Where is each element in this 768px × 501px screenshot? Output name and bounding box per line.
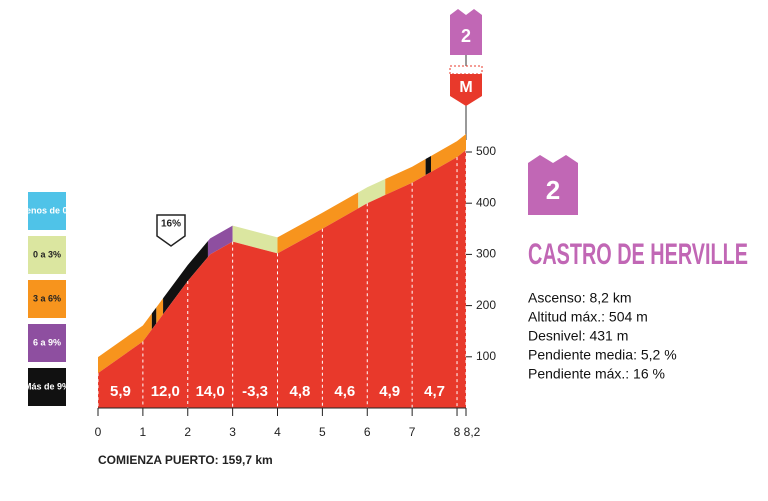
sidebar-badge-text: 2 [546, 175, 560, 205]
legend-swatch [28, 236, 66, 274]
climb-detail: Pendiente media: 5,2 % [528, 347, 677, 363]
gradient-label: 12,0 [151, 383, 180, 400]
difficulty-band [277, 192, 359, 254]
profile-area [98, 149, 466, 408]
difficulty-band [163, 241, 208, 315]
y-tick-label: 500 [476, 144, 496, 158]
difficulty-band [425, 155, 431, 176]
y-tick-label: 400 [476, 195, 496, 209]
checkered [449, 65, 483, 75]
x-tick-label: 4 [274, 425, 281, 439]
x-tick-label: 1 [140, 425, 147, 439]
x-tick-label: 5 [319, 425, 326, 439]
gradient-label: 4,6 [334, 383, 355, 400]
x-tick-label: 2 [184, 425, 191, 439]
sidebar-badge [528, 155, 578, 215]
finish-badge-text: M [459, 79, 472, 96]
legend-label: Menos de 0% [18, 205, 75, 215]
category-badge-text: 2 [461, 26, 471, 46]
y-tick-label: 200 [476, 298, 496, 312]
x-tick-label: 6 [364, 425, 371, 439]
climb-detail: Desnivel: 431 m [528, 328, 628, 344]
gradient-label: 5,9 [110, 383, 131, 400]
x-tick-label: 7 [409, 425, 416, 439]
gradient-label: 4,9 [379, 383, 400, 400]
difficulty-band [358, 179, 386, 209]
gradient-label: 14,0 [196, 383, 225, 400]
y-tick-label: 100 [476, 349, 496, 363]
climb-detail: Pendiente máx.: 16 % [528, 366, 665, 382]
climb-name: CASTRO DE HERVILLE [528, 238, 748, 271]
gradient-label: 4,7 [424, 383, 445, 400]
start-note: COMIENZA PUERTO: 159,7 km [98, 453, 273, 467]
climb-detail: Altitud máx.: 504 m [528, 309, 648, 325]
climb-detail: Ascenso: 8,2 km [528, 290, 632, 306]
legend-label: 6 a 9% [33, 337, 61, 347]
x-tick-label: 8,2 [464, 425, 481, 439]
x-tick-label: 3 [229, 425, 236, 439]
y-tick-label: 300 [476, 247, 496, 261]
difficulty-band [430, 133, 466, 172]
finish-badge [450, 66, 482, 106]
legend-swatch [28, 324, 66, 362]
max-gradient-callout [156, 214, 186, 247]
difficulty-band [156, 298, 164, 324]
x-tick-label: 0 [95, 425, 102, 439]
gradient-label: -3,3 [242, 383, 268, 400]
legend-label: 0 a 3% [33, 249, 61, 259]
legend-swatch [28, 368, 66, 406]
gradient-label: 4,8 [290, 383, 311, 400]
difficulty-band [151, 307, 157, 330]
legend-label: Más de 9% [24, 381, 70, 391]
difficulty-band [98, 313, 152, 374]
x-tick-label: 8 [454, 425, 461, 439]
legend-swatch [28, 192, 66, 230]
legend-label: 3 a 6% [33, 293, 61, 303]
max-gradient-label: 16% [161, 219, 181, 230]
category-badge [450, 9, 482, 55]
difficulty-band [232, 225, 278, 254]
difficulty-band [207, 225, 233, 258]
legend-swatch [28, 280, 66, 318]
difficulty-band [385, 159, 426, 196]
